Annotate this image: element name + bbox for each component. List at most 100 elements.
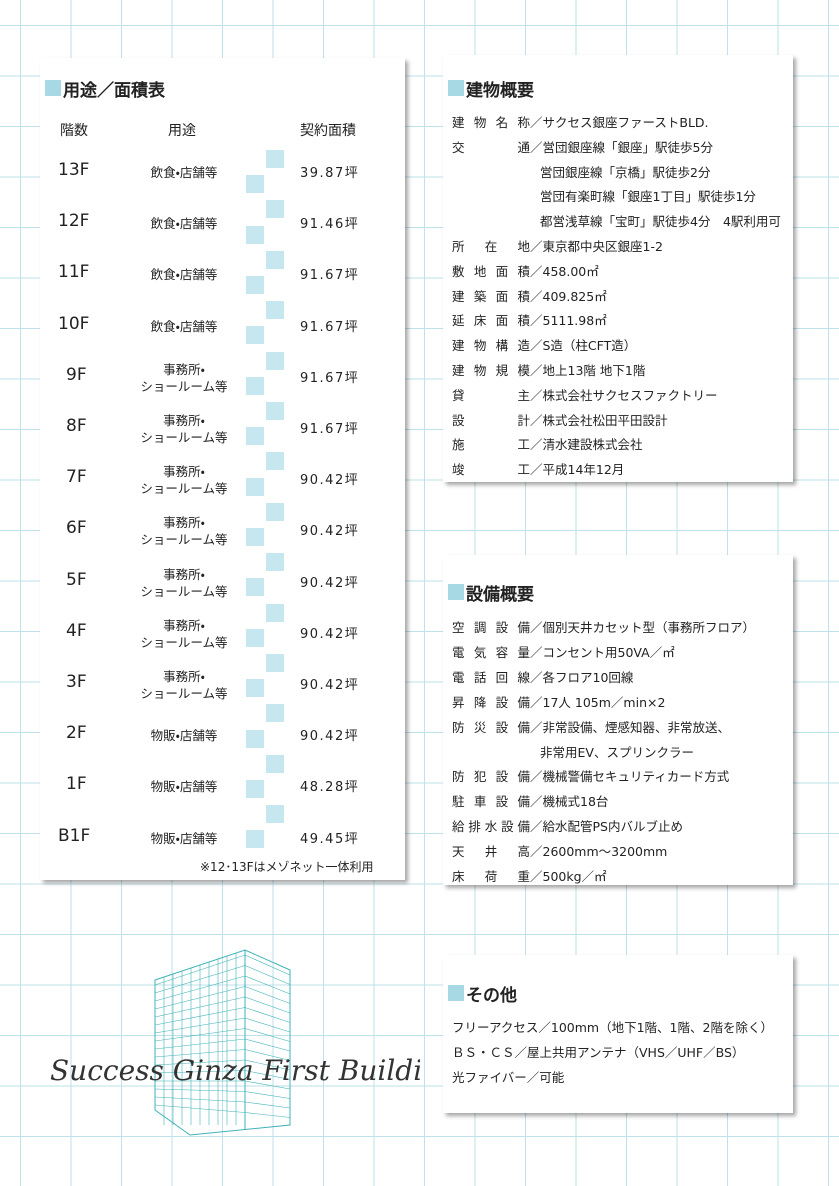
- area: 39.87坪: [300, 166, 360, 181]
- other-item: ＢＳ・ＣＳ／屋上共用アンテナ（VHS／UHF／BS）: [452, 1045, 745, 1060]
- checker-square: [266, 603, 284, 622]
- checker-square: [246, 276, 264, 294]
- usage: ショールーム等: [140, 430, 228, 445]
- field-value: ／サクセス銀座ファーストBLD.: [530, 115, 709, 130]
- field-value: ／営団銀座線「銀座」駅徒歩5分: [530, 139, 713, 155]
- checker-square: [246, 376, 264, 395]
- field-label: 所在地: [452, 239, 530, 254]
- field-value: ／17人 105m／min×2: [530, 694, 666, 710]
- checker-square: [246, 175, 264, 194]
- field-label: 電話回線: [452, 669, 530, 685]
- usage: 飲食・店舗等: [150, 165, 218, 180]
- floor-label: 12F: [58, 211, 90, 232]
- title-marker: [448, 985, 464, 1001]
- usage: 事務所・: [163, 413, 205, 428]
- building-panel: [443, 55, 793, 482]
- area: 91.67坪: [300, 268, 360, 284]
- field-label: 延床面積: [452, 313, 530, 329]
- checker-square: [246, 477, 264, 496]
- field-label: 貸主: [452, 387, 530, 403]
- area: 90.42坪: [300, 473, 360, 489]
- usage: 物販・店舗等: [150, 728, 218, 744]
- area-table-title: 用途／面積表: [63, 81, 165, 101]
- area: 90.42坪: [300, 729, 360, 745]
- floor-label: B1F: [58, 825, 91, 846]
- field-value: ／機械式18台: [530, 794, 609, 810]
- logo-text: Success Ginza First Building: [50, 1054, 420, 1087]
- logo-illustration: Success Ginza First Building: [50, 949, 420, 1136]
- checker-square: [266, 502, 284, 521]
- checker-square: [266, 200, 284, 219]
- field-label: 建物構造: [452, 338, 530, 354]
- checker-square: [246, 528, 264, 546]
- floor-label: 6F: [66, 518, 87, 539]
- field-value: ／非常設備、煙感知器、非常放送、: [530, 719, 731, 735]
- field-value: 営団有楽町線「銀座1丁目」駅徒歩1分: [540, 189, 756, 205]
- usage: 事務所・: [163, 617, 205, 633]
- field-value: ／株式会社サクセスファクトリー: [530, 387, 718, 403]
- usage: 事務所・: [163, 669, 205, 684]
- floor-label: 3F: [66, 672, 87, 692]
- area: 91.67坪: [300, 422, 360, 437]
- other-item: フリーアクセス／100mm（地下1階、1階、2階を除く）: [452, 1020, 773, 1035]
- usage: 事務所・: [163, 361, 205, 377]
- usage: ショールーム等: [140, 583, 228, 599]
- field-label: 駐車設備: [452, 794, 530, 810]
- checker-square: [266, 250, 284, 269]
- checker-square: [246, 729, 264, 748]
- field-value: ／500kg／㎡: [530, 869, 607, 884]
- checker-square: [266, 704, 284, 723]
- field-label: 交通: [452, 139, 530, 155]
- field-value: 都営浅草線「宝町」駅徒歩4分 4駅利用可: [540, 214, 781, 230]
- checker-square: [266, 351, 284, 370]
- field-value: ／各フロア10回線: [530, 669, 634, 685]
- checker-square: [246, 830, 264, 849]
- field-value: ／S造（柱CFT造）: [530, 338, 637, 354]
- field-label: 床荷重: [452, 869, 530, 884]
- other-item: 光ファイバー／可能: [452, 1070, 565, 1085]
- checker-square: [266, 754, 284, 773]
- area: 48.28坪: [300, 780, 360, 796]
- floor-label: 13F: [58, 160, 90, 180]
- checker-square: [266, 301, 284, 320]
- floor-label: 1F: [66, 774, 87, 795]
- usage: ショールーム等: [140, 378, 228, 394]
- area: 91.67坪: [300, 370, 360, 386]
- usage: ショールーム等: [140, 634, 228, 650]
- field-value: 非常用EV、スプリンクラー: [540, 744, 694, 760]
- checker-square: [266, 150, 284, 168]
- field-value: ／東京都中央区銀座1-2: [530, 239, 663, 254]
- column-header: 用途: [168, 123, 196, 139]
- area: 90.42坪: [300, 524, 360, 540]
- usage: 飲食・店舗等: [150, 267, 218, 283]
- area: 90.42坪: [300, 678, 360, 693]
- checker-square: [246, 679, 264, 698]
- field-value: ／2600mm～3200mm: [530, 844, 668, 860]
- equipment-title: 設備概要: [466, 585, 534, 605]
- field-value: ／個別天井カセット型（事務所フロア）: [530, 620, 756, 635]
- usage: 飲食・店舗等: [150, 318, 218, 334]
- field-label: 電気容量: [452, 644, 530, 660]
- checker-square: [266, 402, 284, 420]
- checker-square: [246, 427, 264, 446]
- area-table-panel: [40, 58, 405, 880]
- floor-label: 5F: [66, 569, 87, 590]
- building-title: 建物概要: [466, 81, 534, 101]
- usage: 物販・店舗等: [150, 779, 218, 795]
- field-value: ／5111.98㎡: [530, 313, 607, 329]
- field-value: ／コンセント用50VA／㎡: [530, 644, 675, 660]
- usage: 事務所・: [163, 566, 205, 582]
- floor-label: 8F: [66, 416, 87, 436]
- field-label: 設計: [452, 412, 530, 428]
- floor-label: 9F: [66, 364, 87, 385]
- equipment-panel: [443, 555, 793, 885]
- title-marker: [448, 80, 464, 96]
- usage: 飲食・店舗等: [150, 216, 218, 232]
- field-value: ／機械警備セキュリティカード方式: [530, 769, 730, 785]
- usage: 事務所・: [163, 515, 205, 531]
- floor-label: 4F: [66, 620, 87, 641]
- checker-square: [266, 452, 284, 471]
- field-label: 建物名称: [452, 115, 530, 130]
- column-header: 契約面積: [300, 123, 356, 139]
- title-marker: [448, 584, 464, 600]
